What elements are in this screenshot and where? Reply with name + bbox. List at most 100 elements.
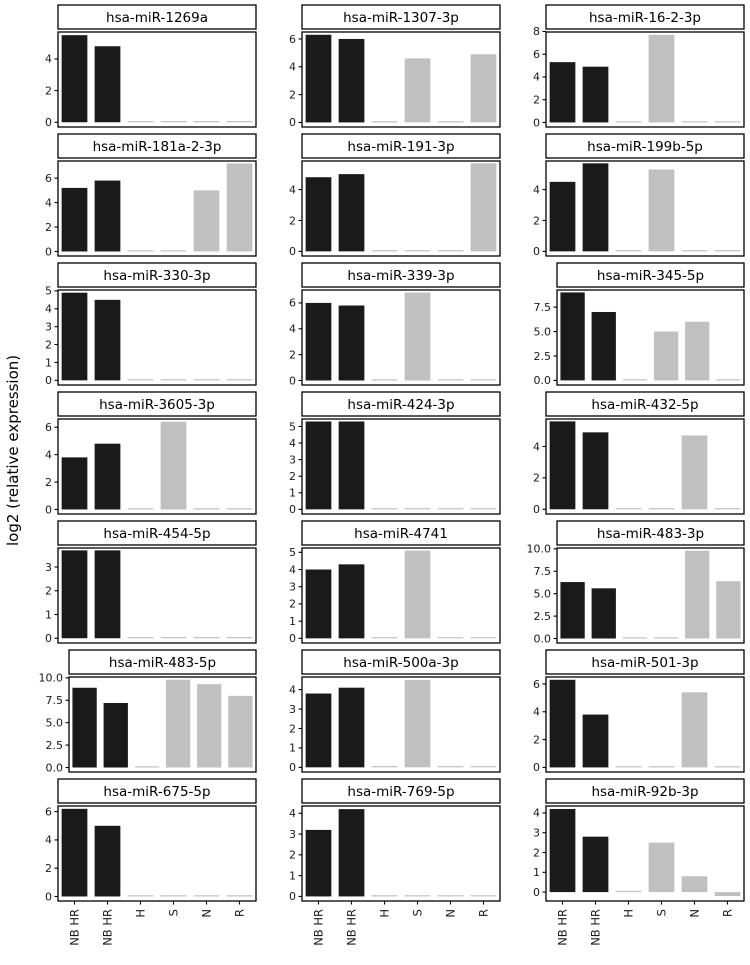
- panel-border: [301, 418, 501, 515]
- panel-title: hsa-miR-432-5p: [591, 397, 698, 413]
- panel-title: hsa-miR-4741: [354, 526, 448, 542]
- bar: [371, 250, 398, 252]
- bar: [653, 331, 679, 381]
- y-tick-label: 4: [533, 440, 540, 453]
- y-tick-label: 6: [533, 678, 540, 691]
- bar: [197, 684, 222, 768]
- panel-border: [301, 289, 501, 386]
- bar: [437, 250, 464, 252]
- y-tick-label: 1: [45, 356, 52, 369]
- panel: hsa-miR-501-3p 0 2 4 6: [514, 647, 748, 776]
- y-tick-label: 2: [533, 472, 540, 485]
- panel-chart: hsa-miR-181a-2-3p 0 2 4 6: [45, 133, 257, 258]
- bar: [549, 421, 576, 510]
- bar: [94, 443, 121, 510]
- bar: [160, 637, 187, 639]
- y-tick-label: 2.5: [534, 350, 552, 363]
- bar: [549, 181, 576, 252]
- bar: [134, 766, 160, 768]
- bar: [582, 836, 609, 893]
- panel: hsa-miR-424-3p 0 1 2 3 4 5: [270, 389, 504, 518]
- y-tick-label: 3: [289, 453, 296, 466]
- y-tick-label: 0.0: [46, 761, 64, 774]
- panel: hsa-miR-92b-3p 0 1 2 3 4 NB HR NB HR H S N R: [514, 776, 748, 964]
- y-tick-label: 0: [533, 116, 540, 129]
- bar: [160, 121, 187, 123]
- y-tick-label: 4: [289, 323, 296, 336]
- bar: [228, 695, 253, 768]
- bar: [716, 581, 741, 639]
- panel-title-box: [57, 778, 257, 804]
- panel-title: hsa-miR-1307-3p: [343, 10, 459, 26]
- panel: hsa-miR-432-5p 0 2 4: [514, 389, 748, 518]
- panel-chart: hsa-miR-199b-5p 0 2 4: [533, 133, 745, 258]
- panel-chart: hsa-miR-769-5p 0 1 2 3 4 NB HR NB HR H S N R: [289, 778, 501, 946]
- bar: [681, 121, 708, 123]
- bar: [94, 46, 121, 123]
- bar: [685, 550, 710, 639]
- panel: hsa-miR-16-2-3p 0 2 4 6 8: [514, 2, 748, 131]
- y-tick-label: 0: [533, 245, 540, 258]
- panel-title-box: [545, 778, 745, 804]
- bar: [305, 421, 332, 510]
- y-tick-label: 8: [533, 25, 540, 38]
- bar: [338, 687, 365, 768]
- bar: [549, 808, 576, 893]
- bar: [94, 550, 121, 639]
- panel-title-box: [301, 262, 501, 288]
- bar: [681, 435, 708, 510]
- bar: [716, 379, 741, 381]
- panel: hsa-miR-1307-3p 0 2 4 6: [270, 2, 504, 131]
- y-tick-label: 4: [45, 448, 52, 461]
- y-tick-label: 0: [45, 116, 52, 129]
- panel: hsa-miR-339-3p 0 2 4 6: [270, 260, 504, 389]
- bar: [193, 895, 220, 897]
- y-tick-label: 0: [45, 374, 52, 387]
- panel-chart: hsa-miR-1307-3p 0 2 4 6: [289, 4, 501, 129]
- y-tick-label: 4: [289, 683, 296, 696]
- panel-border: [57, 547, 257, 644]
- y-tick-label: 3: [289, 828, 296, 841]
- y-tick-label: 0: [45, 503, 52, 516]
- y-tick-label: 2: [45, 476, 52, 489]
- y-tick-label: 0: [45, 245, 52, 258]
- x-tick-label: N: [199, 909, 213, 918]
- bar: [226, 163, 253, 252]
- panel-chart: hsa-miR-345-5p 0.0 2.5 5.0 7.5: [534, 262, 745, 387]
- x-tick-label: NB HR: [555, 909, 569, 946]
- panel-border: [301, 31, 501, 128]
- y-tick-label: 0: [533, 761, 540, 774]
- y-tick-label: 0.0: [534, 632, 552, 645]
- bar: [648, 508, 675, 510]
- panel-border: [545, 31, 745, 128]
- x-tick-label: S: [654, 909, 668, 916]
- bar: [685, 321, 710, 381]
- y-tick-label: 5.0: [534, 325, 552, 338]
- y-tick-label: 4: [289, 807, 296, 820]
- bar: [615, 766, 642, 768]
- panel-chart: hsa-miR-675-5p 0 2 4 6 NB HR NB HR H S N R: [45, 778, 257, 946]
- y-tick-label: 6: [45, 421, 52, 434]
- bar: [549, 62, 576, 123]
- panel: hsa-miR-4741 0 1 2 3 4 5: [270, 518, 504, 647]
- panel-title-box: [57, 520, 257, 546]
- y-axis-label: log2 (relative expression): [4, 354, 22, 546]
- panel-chart: hsa-miR-424-3p 0 1 2 3 4 5: [289, 391, 501, 516]
- bar: [72, 687, 97, 768]
- y-tick-label: 5: [45, 285, 52, 298]
- y-tick-label: 0: [289, 632, 296, 645]
- y-tick-label: 4: [45, 196, 52, 209]
- y-tick-label: 6: [45, 172, 52, 185]
- bar: [193, 121, 220, 123]
- bar: [103, 702, 128, 768]
- bar: [437, 766, 464, 768]
- panel-border: [57, 418, 257, 515]
- bar: [160, 895, 187, 897]
- panel-border: [301, 160, 501, 257]
- y-tick-label: 0: [533, 886, 540, 899]
- y-tick-label: 10.0: [527, 543, 552, 556]
- bar: [404, 679, 431, 768]
- y-tick-label: 3: [289, 703, 296, 716]
- x-tick-label: S: [410, 909, 424, 916]
